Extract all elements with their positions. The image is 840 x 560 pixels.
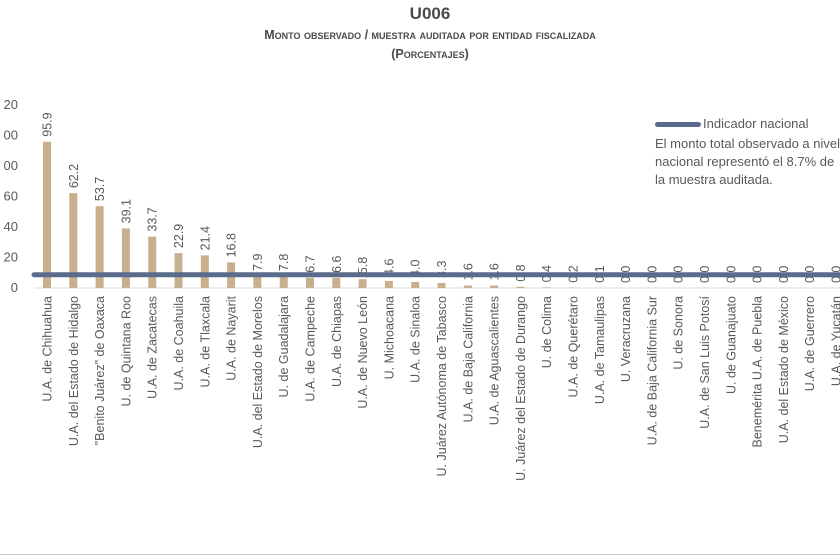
- bar: [516, 286, 525, 288]
- category-label: U.A. de Sinaloa: [409, 296, 423, 383]
- bar: [411, 281, 420, 288]
- category-label: U. de Quintana Roo: [119, 296, 133, 407]
- data-label: 95.9: [41, 112, 55, 136]
- category-label: U.A. de Baja California: [461, 296, 475, 423]
- legend-entry: Indicador nacional: [655, 115, 840, 133]
- category-label: U.A. de Yucatán: [830, 296, 840, 386]
- category-label: U.A. de Chiapas: [330, 296, 344, 387]
- data-label: 22.9: [172, 224, 186, 248]
- y-tick-label: 20: [4, 250, 18, 265]
- category-label: U. Michoacana: [382, 296, 396, 379]
- bar: [148, 236, 157, 288]
- data-label: 62.2: [67, 164, 81, 188]
- category-label: U.A. de Aguascalientes: [488, 296, 502, 425]
- y-tick-label: 00: [4, 158, 18, 173]
- category-label: "Benito Juárez" de Oaxaca: [93, 296, 107, 445]
- category-label: U. de Guadalajara: [277, 296, 291, 398]
- category-label: U. Juárez del Estado de Durango: [514, 296, 528, 481]
- data-label: 33.7: [146, 207, 160, 231]
- category-label: U. de Sonora: [672, 296, 686, 370]
- divider: [0, 554, 840, 555]
- category-label: U.A. de Baja California Sur: [645, 296, 659, 445]
- bar: [200, 255, 209, 288]
- y-tick-label: 20: [4, 97, 18, 112]
- data-label: 7.8: [277, 254, 291, 271]
- y-tick-label: 0: [11, 280, 18, 295]
- data-label: 53.7: [93, 177, 107, 201]
- bar: [490, 285, 499, 288]
- bar: [437, 282, 446, 288]
- data-label: 6.6: [330, 256, 344, 273]
- category-label: U.A. del Estado de Hidalgo: [67, 296, 81, 446]
- category-label: U.A. del Estado de México: [777, 296, 791, 443]
- bar: [306, 277, 314, 288]
- bar: [253, 275, 262, 288]
- category-label: U. de Guanajuato: [724, 296, 738, 394]
- category-label: U.A. del Estado de Morelos: [251, 296, 265, 448]
- bar: [69, 193, 78, 288]
- y-tick-label: 00: [4, 128, 18, 143]
- category-label: U.A. de Coahuila: [172, 296, 186, 391]
- bar: [121, 228, 130, 288]
- y-tick-label: 40: [4, 219, 18, 234]
- bar: [384, 280, 393, 288]
- bar: [43, 141, 51, 288]
- category-label: U. Veracruzana: [619, 296, 633, 382]
- bar: [174, 253, 183, 288]
- chart-title: U006: [409, 4, 451, 23]
- category-label: Benemérita U.A. de Puebla: [751, 296, 765, 448]
- y-tick-label: 60: [4, 189, 18, 204]
- data-label: 7.9: [251, 254, 265, 271]
- data-label: 39.1: [119, 199, 133, 223]
- bar: [463, 285, 472, 288]
- data-label: 16.8: [225, 233, 239, 257]
- category-label: U.A. de Chihuahua: [41, 296, 55, 402]
- bar: [542, 287, 551, 288]
- category-label: U.A. de Querétaro: [567, 296, 581, 397]
- legend-label: Indicador nacional: [703, 116, 809, 131]
- legend: Indicador nacional El monto total observ…: [655, 115, 840, 189]
- data-label: 21.4: [198, 226, 212, 250]
- legend-note: El monto total observado a nivel naciona…: [655, 136, 840, 187]
- chart-subtitle-units: (Porcentajes): [391, 47, 469, 61]
- bar: [279, 276, 288, 288]
- bar: [358, 279, 367, 288]
- data-label: 6.7: [304, 255, 318, 272]
- category-label: U.A. de Nuevo León: [356, 296, 370, 409]
- data-label: 4.6: [382, 259, 396, 276]
- category-label: U.A. de Tamaulipas: [593, 296, 607, 404]
- data-label: 1.6: [461, 263, 475, 280]
- category-label: U.A. de Zacatecas: [146, 296, 160, 399]
- bar: [95, 206, 104, 288]
- chart-subtitle: Monto observado / muestra auditada por e…: [264, 28, 596, 42]
- category-label: U.A. de Nayarit: [225, 295, 239, 380]
- category-label: U.A. de Guerrero: [803, 296, 817, 391]
- category-label: U. Juárez Autónoma de Tabasco: [435, 296, 449, 476]
- data-label: 5.8: [356, 257, 370, 274]
- bar: [332, 277, 341, 288]
- category-label: U.A. de Campeche: [304, 296, 318, 402]
- category-label: U.A. de San Luis Potosí: [698, 295, 712, 428]
- indicator-line-swatch: [655, 121, 701, 127]
- data-label: 1.6: [488, 263, 502, 280]
- category-label: U. de Colima: [540, 296, 554, 368]
- category-label: U.A. de Tlaxcala: [198, 296, 212, 388]
